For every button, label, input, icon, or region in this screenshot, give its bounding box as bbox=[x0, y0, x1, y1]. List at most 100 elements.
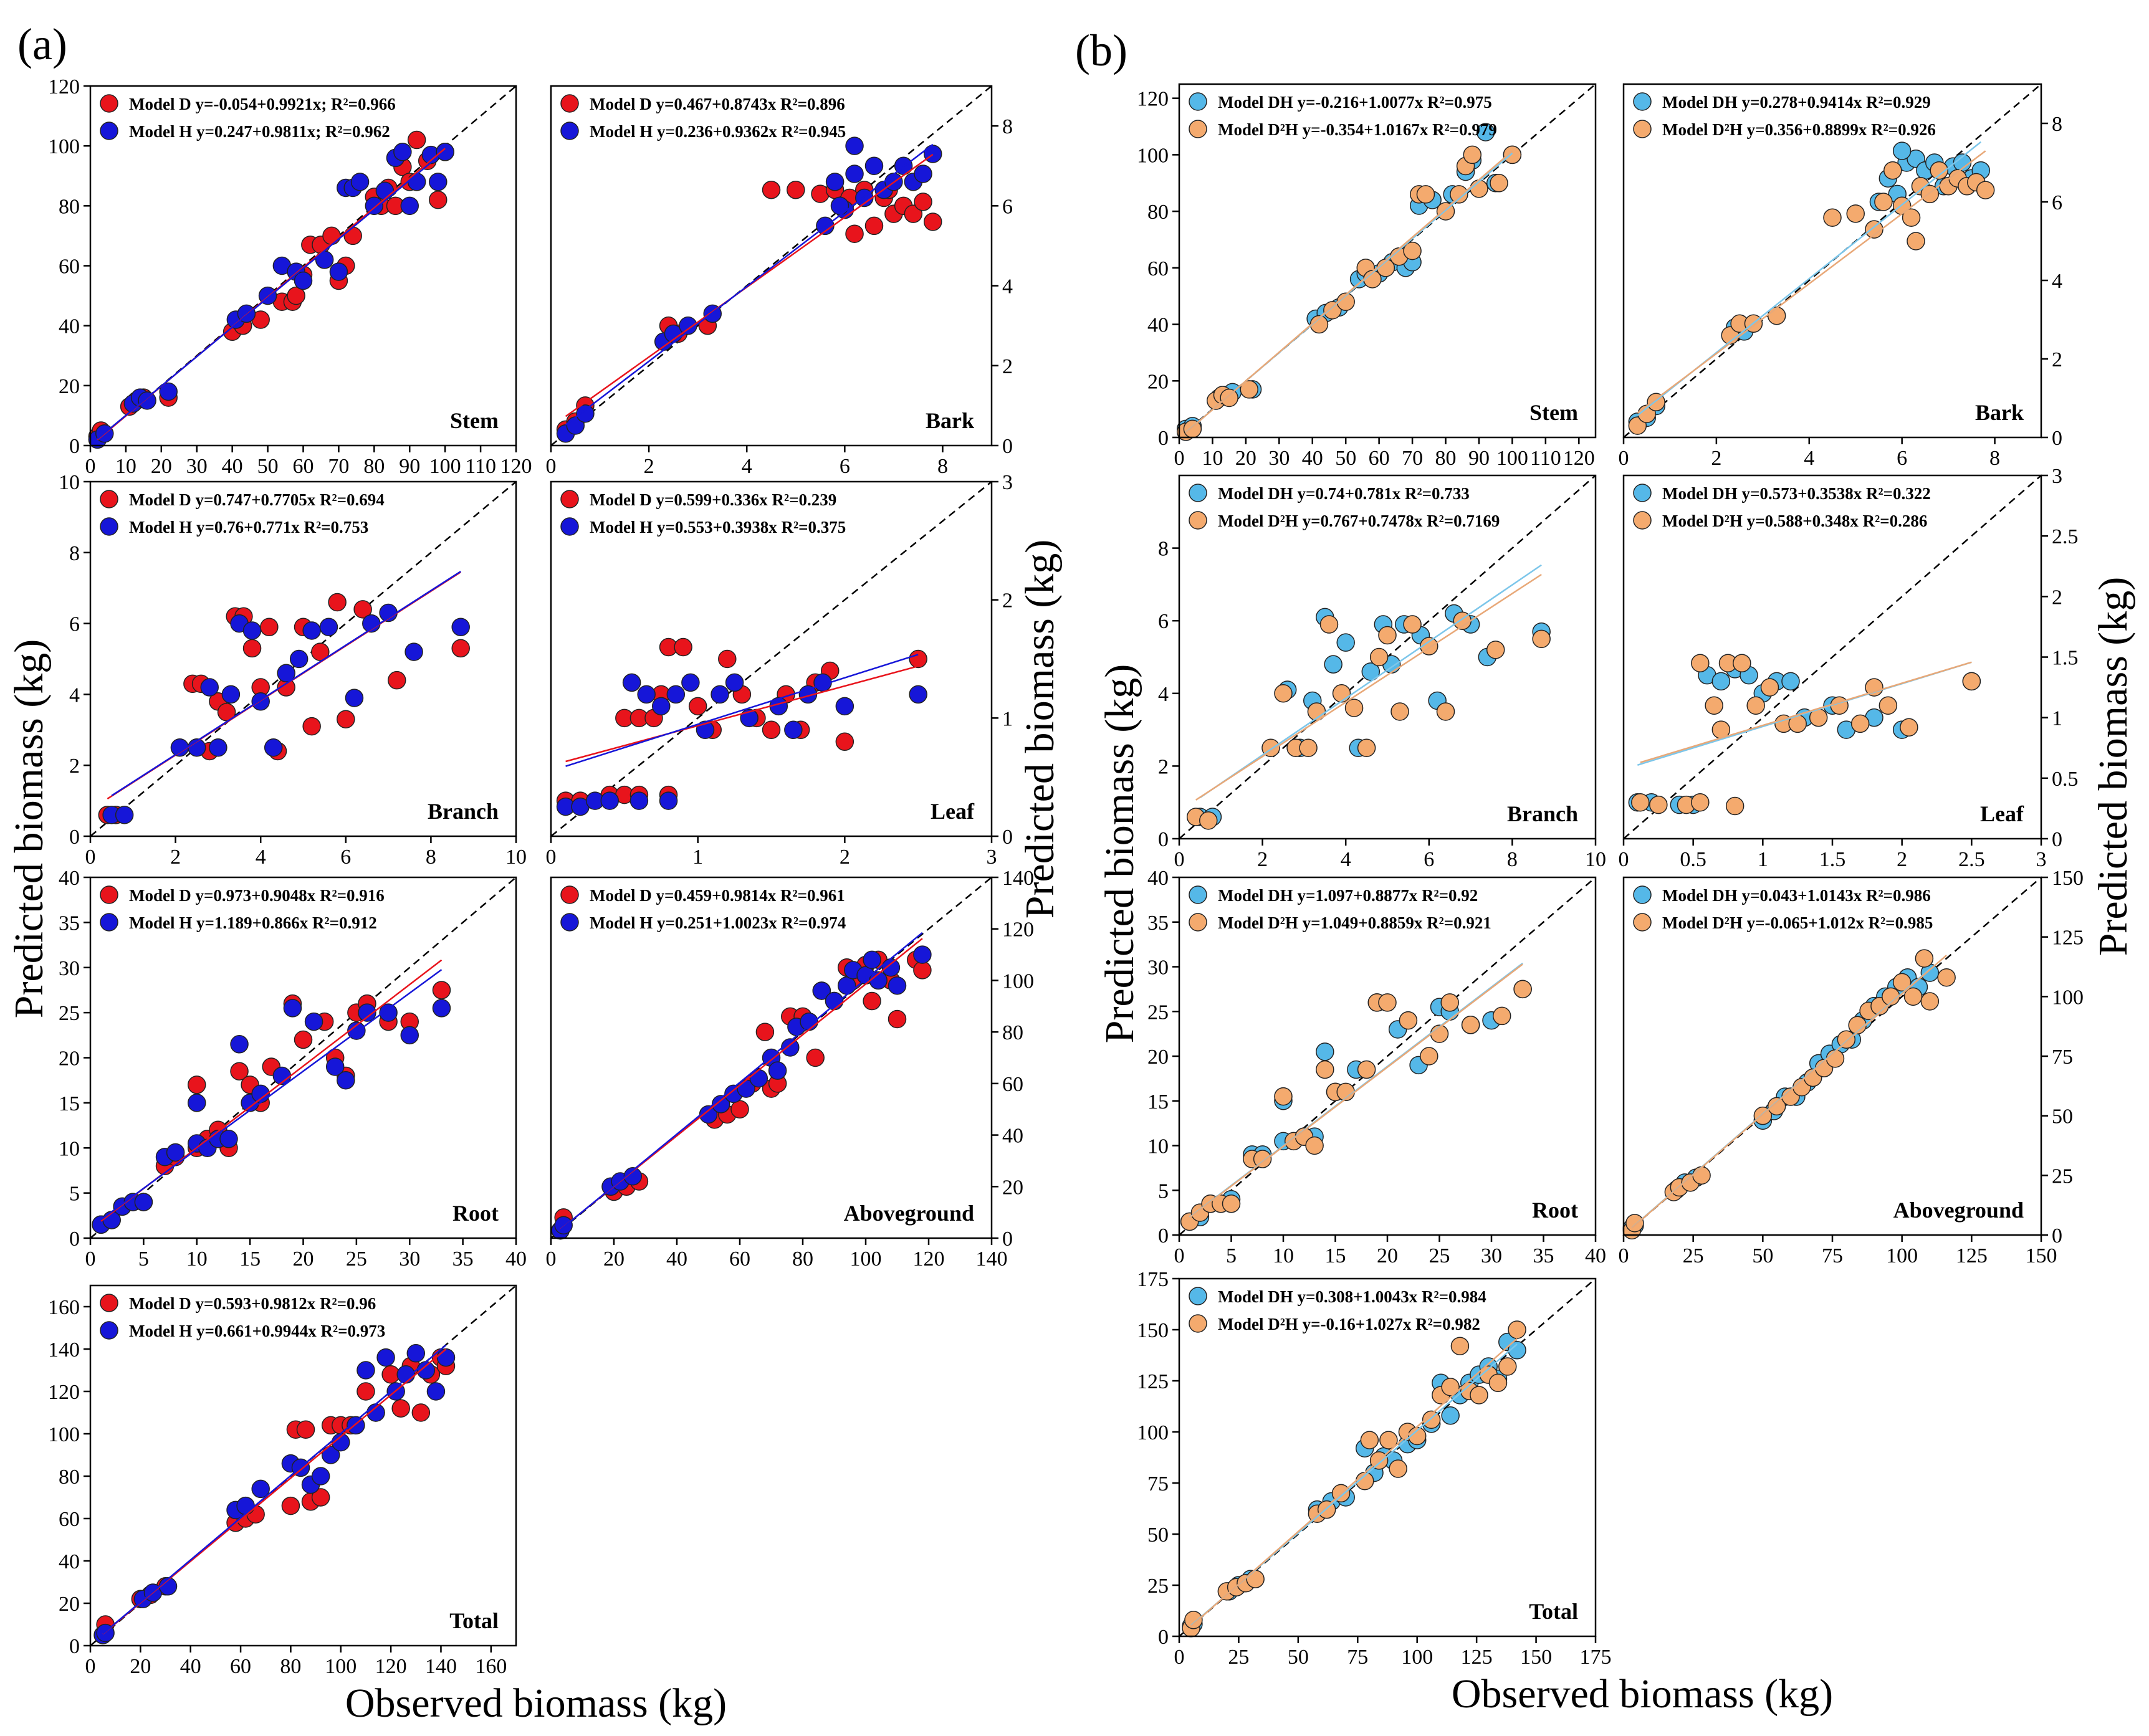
b-stem-y-tick-label-0: 0 bbox=[1158, 427, 1169, 450]
a-stem-x-tick-label-9: 90 bbox=[399, 455, 420, 478]
a-bark-x-tick-label-2: 4 bbox=[742, 455, 752, 478]
b-bark-x-tick-label-0: 0 bbox=[1619, 447, 1629, 470]
b-stem-orange-point-5 bbox=[1240, 380, 1258, 399]
b-aboveground-legend-equation-0: Model DH y=0.043+1.0143x R²=0.986 bbox=[1662, 886, 1931, 905]
a-branch-red-point-17 bbox=[328, 593, 347, 612]
b-root-title: Root bbox=[1532, 1198, 1578, 1223]
b-aboveground-orange-point-13 bbox=[1837, 1030, 1856, 1049]
a-aboveground-y-tick-label-0: 0 bbox=[1002, 1228, 1013, 1251]
a-aboveground-x-tick-label-4: 80 bbox=[792, 1247, 813, 1271]
x-axis-label-b: Observed biomass (kg) bbox=[1452, 1671, 1833, 1717]
b-bark-orange-point-8 bbox=[1846, 204, 1865, 223]
b-leaf-x-tick-label-1: 0.5 bbox=[1680, 848, 1706, 871]
b-total-orange-point-12 bbox=[1379, 1431, 1398, 1449]
b-branch-x-tick-label-2: 4 bbox=[1341, 848, 1351, 871]
b-total-x-tick-label-4: 100 bbox=[1401, 1646, 1433, 1669]
b-total-skyblue-point-23 bbox=[1508, 1341, 1526, 1360]
a-root-panel: 0 5 10 15 20 25 30 35 40 0 5 10 15 20 25 30 35 40 Model D … bbox=[59, 867, 527, 1271]
b-root-x-tick-label-8: 40 bbox=[1585, 1244, 1606, 1267]
b-root-legend-equation-1: Model D²H y=1.049+0.8859x R²=0.921 bbox=[1218, 913, 1491, 932]
a-root-blue-point-6 bbox=[166, 1143, 185, 1162]
a-stem-y-tick-label-5: 100 bbox=[48, 135, 80, 158]
x-axis-label-a: Observed biomass (kg) bbox=[345, 1681, 727, 1726]
b-stem-legend-equation-0: Model DH y=-0.216+1.0077x R²=0.975 bbox=[1218, 93, 1492, 112]
a-root-y-tick-label-0: 0 bbox=[69, 1228, 80, 1251]
a-total-x-tick-label-2: 40 bbox=[180, 1655, 201, 1678]
a-root-y-tick-label-5: 25 bbox=[59, 1002, 80, 1025]
a-root-x-tick-label-4: 20 bbox=[293, 1247, 314, 1271]
b-total-plot-frame bbox=[1178, 1277, 1597, 1638]
b-branch-y-tick-label-4: 8 bbox=[1158, 538, 1169, 561]
b-bark-orange-fit-line bbox=[1637, 150, 1986, 414]
b-bark-plot-frame bbox=[1622, 83, 2042, 439]
b-bark-y-tick-label-3: 6 bbox=[2052, 191, 2062, 214]
a-total-blue-point-6 bbox=[236, 1496, 255, 1515]
a-total-x-tick-label-8: 160 bbox=[475, 1655, 507, 1678]
a-root-legend-marker-0 bbox=[100, 885, 118, 904]
a-branch-x-tick-label-4: 8 bbox=[426, 846, 436, 869]
a-total-x-tick-label-5: 100 bbox=[325, 1655, 357, 1678]
b-stem-x-tick-label-2: 20 bbox=[1235, 447, 1256, 470]
b-root-orange-point-14 bbox=[1357, 1060, 1376, 1079]
a-root-red-point-8 bbox=[188, 1075, 206, 1094]
a-bark-x-tick-label-4: 8 bbox=[937, 455, 948, 478]
b-root-y-tick-label-0: 0 bbox=[1158, 1224, 1169, 1247]
b-aboveground-y-tick-label-0: 0 bbox=[2052, 1224, 2062, 1247]
a-bark-blue-point-2 bbox=[576, 404, 595, 423]
a-leaf-red-point-17 bbox=[762, 720, 781, 740]
b-root-legend-equation-0: Model DH y=1.097+0.8877x R²=0.92 bbox=[1218, 886, 1478, 905]
b-bark-skyblue-point-17 bbox=[1892, 141, 1912, 160]
a-stem-blue-point-24 bbox=[429, 173, 448, 191]
b-root-x-tick-label-4: 20 bbox=[1377, 1244, 1398, 1267]
a-root-y-tick-label-8: 40 bbox=[59, 867, 80, 890]
a-branch-red-point-16 bbox=[311, 642, 330, 661]
a-root-blue-point-18 bbox=[325, 1057, 345, 1076]
a-aboveground-red-point-20 bbox=[863, 991, 881, 1011]
a-total-y-tick-label-7: 140 bbox=[48, 1338, 80, 1362]
b-bark-y-tick-label-4: 8 bbox=[2052, 113, 2062, 136]
b-leaf-orange-point-5 bbox=[1691, 654, 1710, 672]
a-leaf-legend-equation-0: Model D y=0.599+0.336x R²=0.239 bbox=[590, 490, 836, 509]
a-branch-red-point-19 bbox=[353, 600, 372, 619]
b-leaf-one-to-one-line bbox=[1624, 475, 2041, 839]
b-branch-x-tick-label-5: 10 bbox=[1585, 848, 1606, 871]
b-branch-legend-equation-0: Model DH y=0.74+0.781x R²=0.733 bbox=[1218, 484, 1470, 503]
a-root-blue-point-8 bbox=[188, 1094, 206, 1112]
b-root-x-tick-label-3: 15 bbox=[1325, 1244, 1346, 1267]
b-bark-y-tick-label-2: 4 bbox=[2052, 270, 2062, 293]
b-bark-x-tick-label-1: 2 bbox=[1711, 447, 1721, 470]
b-branch-x-tick-label-0: 0 bbox=[1174, 848, 1185, 871]
b-bark-one-to-one-line bbox=[1624, 84, 2041, 437]
a-aboveground-blue-point-16 bbox=[825, 991, 844, 1011]
a-leaf-blue-point-5 bbox=[659, 791, 678, 810]
a-stem-red-point-15 bbox=[322, 226, 341, 246]
b-root-y-tick-label-7: 35 bbox=[1147, 912, 1169, 935]
b-branch-x-tick-label-3: 6 bbox=[1424, 848, 1434, 871]
b-total-orange-point-10 bbox=[1360, 1431, 1379, 1449]
a-root-blue-point-22 bbox=[379, 1003, 398, 1022]
b-stem-x-tick-label-7: 70 bbox=[1402, 447, 1423, 470]
b-root-orange-fit-line bbox=[1189, 963, 1523, 1219]
a-leaf-y-tick-label-3: 3 bbox=[1002, 471, 1013, 494]
a-root-legend-equation-0: Model D y=0.973+0.9048x R²=0.916 bbox=[129, 886, 385, 905]
b-bark-orange-point-9 bbox=[1865, 220, 1883, 239]
a-total-red-point-21 bbox=[411, 1403, 431, 1422]
b-branch-orange-point-3 bbox=[1274, 684, 1293, 703]
a-stem-legend-equation-0: Model D y=-0.054+0.9921x; R²=0.966 bbox=[129, 95, 396, 113]
b-root-y-tick-label-3: 15 bbox=[1147, 1090, 1169, 1114]
panels-container: 0 10 20 30 40 50 60 70 80 90 100 110 120020406080100… bbox=[48, 75, 2084, 1678]
a-stem-red-point-18 bbox=[343, 226, 362, 246]
a-bark-blue-point-18 bbox=[923, 145, 942, 163]
a-leaf-x-tick-label-1: 1 bbox=[692, 846, 703, 869]
a-aboveground-red-point-9 bbox=[755, 1023, 775, 1041]
a-bark-x-tick-label-3: 6 bbox=[840, 455, 850, 478]
a-stem-blue-point-17 bbox=[365, 196, 384, 216]
a-root-x-tick-label-7: 35 bbox=[452, 1247, 474, 1271]
a-branch-blue-point-14 bbox=[319, 618, 338, 637]
a-branch-y-tick-label-4: 8 bbox=[69, 542, 80, 565]
a-bark-legend-equation-0: Model D y=0.467+0.8743x R²=0.896 bbox=[590, 95, 845, 113]
a-root-blue-point-19 bbox=[337, 1071, 355, 1090]
b-root-x-tick-label-6: 30 bbox=[1481, 1244, 1502, 1267]
b-leaf-orange-point-17 bbox=[1865, 678, 1883, 697]
